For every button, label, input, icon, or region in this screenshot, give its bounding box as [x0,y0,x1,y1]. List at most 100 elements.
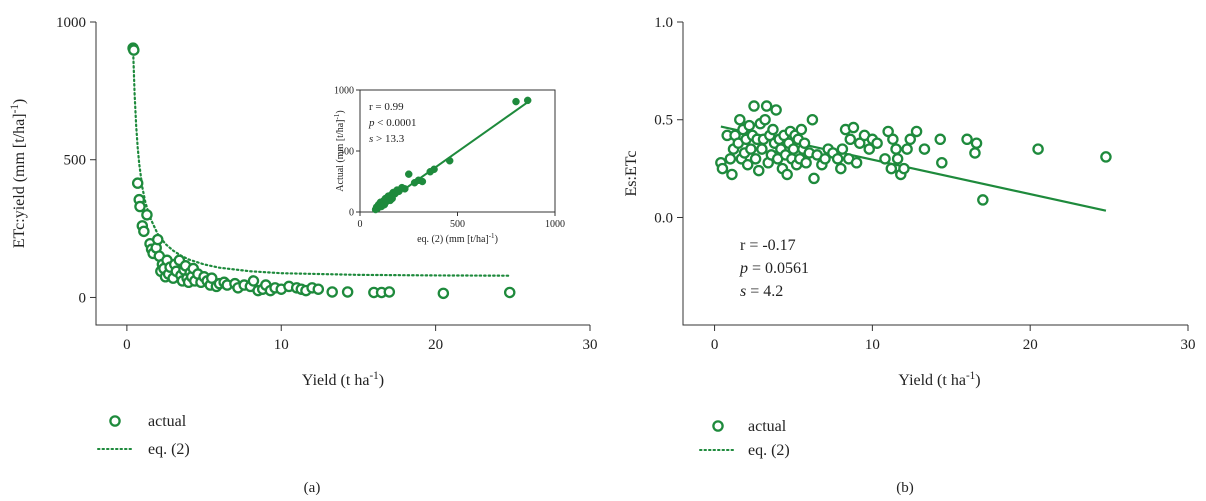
panel-a-label: (a) [304,480,321,496]
legend-eq2-label: eq. (2) [148,441,190,458]
panel-b-point [748,100,760,112]
panel-a-y-tick-label: 1000 [56,15,86,31]
panel-b-x-tick-label: 0 [711,337,719,353]
panel-a-x-tick-label: 10 [274,337,289,353]
panel-a-point [326,286,338,298]
panel-b-point [831,153,844,165]
inset-point [418,177,427,186]
panel-a-eq2-curve [131,47,511,277]
legend-actual-marker [712,420,724,432]
panel-b-point [800,156,812,169]
panel-b-point [863,143,875,155]
panel-a-point [141,209,153,221]
panel-b-point [871,137,883,149]
panel-a-point [247,275,260,287]
legend-actual-marker [109,415,121,427]
panel-b-stat-p: p = 0.0561 [739,260,809,277]
panel-b-point [890,143,902,155]
legend-actual-label: actual [148,413,187,430]
panel-b-point [787,143,800,155]
panel-a-legend: actual eq. (2) [97,413,190,458]
panel-b-point [741,158,754,171]
panel-a-x-tick-label: 0 [123,337,131,353]
panel-b-point [1100,151,1112,163]
panel-b-point [901,143,913,155]
inset-y-tick-label: 1000 [334,86,354,97]
panel-b-point [977,194,989,206]
panel-b-point [891,153,904,165]
panel-b-point [819,153,831,165]
legend-actual-label: actual [748,418,787,435]
panel-b-x-tick-label: 20 [1023,337,1038,353]
panel-a-point [206,272,218,284]
panel-b-point [759,113,771,126]
inset-y-tick-label: 0 [349,208,354,219]
panel-b-point [847,121,860,134]
inset-stat-r: r = 0.99 [369,101,404,113]
panel-a-axis-frame [95,22,590,326]
panel-b-y-tick-label: 0.5 [654,113,673,129]
panel-a-x-tick-label: 20 [428,337,443,353]
panel-a-inset: 0 500 1000 0 500 1000 eq. (2) (mm [t/ha]-1) Act… [333,86,565,246]
panel-b-point [726,168,738,181]
panel-b-point [795,123,808,136]
panel-a-point [128,44,140,56]
panel-b-point [767,123,779,136]
inset-x-axis-title: eq. (2) (mm [t/ha]-1) [417,232,498,245]
panel-b-y-tick-label: 1.0 [654,15,673,31]
panel-a-point [383,286,396,298]
panel-b-point [887,133,899,146]
inset-point [430,165,438,174]
panel-b-x-axis-title: Yield (t ha-1) [898,370,980,389]
inset-x-tick-label: 500 [450,219,465,230]
panel-a-x-tick-label: 30 [583,337,598,353]
inset-point [523,96,532,105]
inset-y-axis-title: Actual (mm [t/ha]-1) [333,110,346,191]
panel-b-y-tick-label: 0.0 [654,210,673,226]
panel-b-point [781,168,793,181]
panel-b-point [904,133,917,146]
legend-eq2-label: eq. (2) [748,442,790,459]
panel-b-point [734,113,746,126]
panel-b-axes: 0 10 20 30 0.0 0.5 1.0 Yield (t ha-1) Es:ETc [623,15,1196,389]
panel-b-point [835,162,847,175]
panel-b-point [760,100,773,112]
panel-b-point [743,119,756,132]
panel-a-point [134,200,146,213]
panel-b-x-tick-label: 30 [1181,337,1196,353]
panel-b-point [934,133,946,146]
inset-x-tick-label: 1000 [545,219,565,230]
panel-a-eq2-line [131,47,511,277]
panel-b-point [936,156,948,169]
panel-a-y-tick-label: 0 [79,290,87,306]
panel-a-point [138,225,150,238]
panel-a-point [437,287,450,300]
panel-b-point [756,143,768,155]
panel-b-y-axis-title: Es:ETc [623,151,640,197]
panel-b-point [770,104,782,116]
inset-point [512,97,520,106]
inset-x-tick-label: 0 [358,219,363,230]
panel-b-point [806,113,819,126]
inset-stat-s: s > 13.3 [369,133,405,145]
panel-b-stat-s: s = 4.2 [740,283,783,300]
panel-b-point [745,143,757,155]
panel-b-point [749,153,762,165]
panel-a-y-axis-title: ETc:yield (mm [t/ha]-1) [9,99,28,249]
panel-b-axis-frame [682,22,1188,326]
inset-point [401,185,409,193]
panel-a-y-tick-label: 500 [64,153,87,169]
panel-a-axes: 0 10 20 30 0 500 1000 Yield (t ha-1) ETc:yield (… [9,15,598,389]
panel-b-x-tick-label: 10 [865,337,880,353]
panel-a-point [503,286,516,299]
panel-a-x-axis-title: Yield (t ha-1) [302,370,384,389]
inset-point [445,157,454,165]
panel-b-point [850,156,863,169]
panel-b-stat-r: r = -0.17 [740,237,796,254]
panel-b-point [716,162,729,175]
panel-a: 0 10 20 30 0 500 1000 Yield (t ha-1) ETc:yield (… [9,15,598,496]
panel-a-point [131,177,144,189]
panel-b-point [798,137,811,149]
panel-a-point [151,233,164,246]
